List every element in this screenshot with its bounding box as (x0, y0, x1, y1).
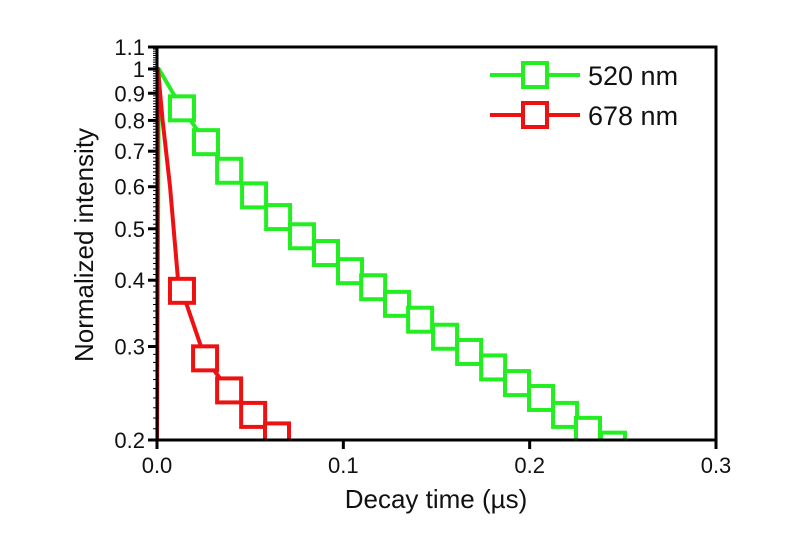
data-point-marker (336, 257, 365, 286)
data-point-marker (215, 156, 244, 185)
data-point-marker (551, 400, 580, 429)
data-point-marker (455, 337, 484, 366)
x-tick-label: 0.2 (514, 453, 545, 478)
data-point-marker (382, 289, 411, 318)
legend-marker (521, 61, 549, 89)
y-tick-label: 0.3 (114, 335, 145, 360)
data-point-marker (598, 430, 627, 440)
legend-label: 678 nm (588, 101, 678, 131)
data-point-marker (312, 239, 341, 268)
data-point-marker (527, 383, 556, 412)
series-layer (157, 66, 627, 440)
data-point-marker (239, 400, 268, 429)
data-point-marker (215, 376, 244, 405)
data-point-marker (479, 353, 508, 382)
legend-marker (521, 101, 549, 129)
y-tick-label: 0.5 (114, 217, 145, 242)
data-point-marker (406, 305, 435, 334)
y-tick-label: 0.8 (114, 108, 145, 133)
data-point-marker (167, 94, 196, 123)
y-tick-label: 1 (133, 57, 145, 82)
y-tick-label: 0.7 (114, 139, 145, 164)
data-point-marker (287, 222, 316, 251)
legend: 520 nm 678 nm (490, 61, 678, 131)
series-0 (157, 66, 627, 440)
x-axis-label: Decay time (µs) (345, 484, 528, 514)
data-point-marker (192, 128, 221, 157)
y-axis-label: Normalized intensity (69, 128, 99, 362)
data-point-marker (431, 322, 460, 351)
y-tick-label: 0.6 (114, 175, 145, 200)
legend-label: 520 nm (588, 61, 678, 91)
data-point-marker (240, 181, 269, 210)
data-point-marker (502, 369, 531, 398)
y-tick-label: 0.2 (114, 428, 145, 453)
ticks-layer: 0.0 0.1 0.2 0.3 0.2 0.3 0.4 0.5 0.6 0.7 0.80.911.1 (114, 35, 731, 478)
y-tick-label: 1.1 (114, 35, 145, 60)
data-point-marker (191, 344, 220, 373)
data-point-marker (264, 203, 293, 232)
data-point-marker (262, 421, 291, 440)
data-point-marker (167, 276, 196, 305)
x-tick-label: 0.1 (328, 453, 359, 478)
data-point-marker (359, 273, 388, 302)
data-point-marker (573, 415, 602, 440)
x-tick-label: 0.3 (701, 453, 732, 478)
series-1 (157, 66, 291, 440)
y-tick-label: 0.4 (114, 268, 145, 293)
y-tick-label: 0.9 (114, 81, 145, 106)
x-tick-label: 0.0 (142, 453, 173, 478)
